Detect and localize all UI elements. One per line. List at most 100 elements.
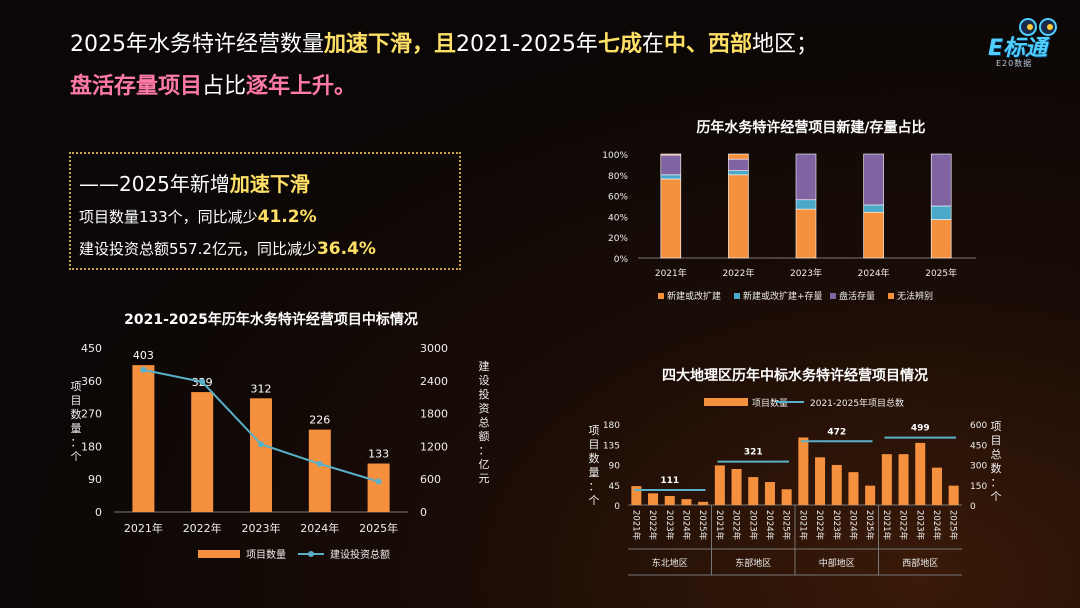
bar — [865, 485, 876, 505]
headline-seg: 盘活存量项目 — [70, 74, 203, 99]
y-tick: 80% — [608, 172, 628, 182]
legend-swatch — [734, 293, 740, 299]
line-point — [375, 478, 382, 485]
bar — [250, 398, 272, 512]
legend-label: 建设投资总额 — [330, 548, 390, 561]
y-tick-right: 300 — [970, 462, 987, 472]
legend-label: 无法辨别 — [897, 290, 933, 302]
x-tick-label: 2025年 — [864, 510, 875, 541]
x-tick-label: 2023年 — [914, 510, 925, 541]
y-tick-left: 180 — [81, 440, 102, 453]
bar — [798, 437, 809, 505]
bar — [664, 496, 675, 505]
y-tick: 20% — [608, 234, 628, 244]
y-tick-left: 0 — [95, 506, 102, 519]
logo-text: E标通 — [988, 36, 1048, 61]
stacked-segment — [728, 153, 749, 160]
legend-swatch — [830, 293, 836, 299]
x-tick-label: 2021年 — [797, 510, 808, 541]
logo-eyes-icon — [1019, 18, 1057, 36]
e20-logo: E标通 E20数据 — [986, 18, 1060, 74]
line-point — [258, 441, 264, 448]
legend-swatch — [658, 293, 664, 299]
headline-seg: 2021-2025年 — [456, 32, 598, 57]
summary-title-prefix: ——2025年新增 — [79, 172, 230, 196]
x-tick-label: 2023年 — [790, 267, 822, 279]
y-tick: 0% — [614, 255, 629, 265]
bar — [748, 477, 759, 505]
y-tick-left: 45 — [609, 482, 620, 492]
bar-data-label: 226 — [309, 414, 330, 427]
y-tick: 40% — [608, 213, 628, 223]
y-axis-label-right: 建设投资总额：亿元 — [479, 359, 490, 485]
headline-seg: 2025年水务特许经营数量 — [70, 32, 324, 57]
bar — [764, 482, 775, 505]
stacked-segment — [728, 158, 749, 171]
headline-seg: 七成 — [597, 32, 642, 57]
bar — [881, 454, 892, 505]
legend-swatch-bar — [704, 398, 748, 406]
stacked-segment — [930, 153, 952, 207]
line-point — [199, 378, 206, 385]
x-tick-label: 2022年 — [731, 510, 742, 541]
x-tick-label: 2024年 — [680, 510, 691, 541]
legend-label: 项目数量 — [752, 397, 788, 409]
x-tick-label: 2022年 — [814, 510, 825, 541]
stacked-segment — [660, 174, 682, 180]
x-tick-label: 2025年 — [925, 267, 957, 279]
stacked-segment — [930, 205, 952, 220]
bar — [631, 486, 642, 505]
x-tick-label: 2021年 — [714, 510, 725, 541]
x-tick-label: 2025年 — [359, 521, 398, 535]
y-tick-left: 135 — [603, 441, 620, 451]
x-tick-label: 2023年 — [242, 521, 281, 535]
x-tick-label: 2021年 — [655, 267, 687, 279]
headline-seg: 在 — [641, 32, 664, 57]
y-tick-right: 0 — [420, 506, 427, 519]
x-tick-label: 2024年 — [847, 510, 858, 541]
bar — [815, 457, 826, 505]
y-tick-left: 90 — [88, 473, 102, 486]
chart-title: 历年水务特许经营项目新建/存量占比 — [696, 119, 925, 136]
y-tick-right: 0 — [970, 502, 976, 512]
bar — [698, 501, 709, 505]
group-label: 中部地区 — [819, 557, 855, 569]
total-label: 472 — [827, 427, 846, 437]
stacked-segment — [795, 199, 817, 210]
bar-data-label: 403 — [133, 349, 154, 362]
legend-swatch-bar — [198, 550, 240, 558]
headline-seg: 地区； — [751, 32, 818, 57]
headline-line-2: 盘活存量项目占比逐年上升。 — [70, 68, 356, 100]
line-point — [140, 366, 147, 373]
bar — [308, 429, 331, 512]
y-tick-left: 90 — [609, 462, 621, 472]
bid-chart: 2021-2025年历年水务特许经营项目中标情况 0 90 180 270 360 450 0… — [71, 311, 490, 561]
x-tick-label: 2022年 — [183, 521, 222, 535]
y-tick-right: 2400 — [420, 375, 448, 388]
logo-subtext: E20数据 — [996, 59, 1033, 68]
total-label: 499 — [911, 424, 930, 434]
total-label: 111 — [660, 476, 679, 486]
stacked-segment — [660, 178, 682, 259]
stacked-segment — [660, 154, 682, 176]
bar — [367, 463, 390, 512]
bar — [714, 465, 725, 505]
y-tick: 60% — [608, 193, 628, 203]
summary-box: ——2025年新增加速下滑 项目数量133个，同比减少41.2% 建设投资总额5… — [69, 152, 461, 270]
chart-title: 2021-2025年历年水务特许经营项目中标情况 — [124, 311, 418, 328]
y-tick-left: 450 — [81, 342, 102, 355]
chart-title: 四大地理区历年中标水务特许经营项目情况 — [662, 367, 928, 384]
x-tick-label: 2025年 — [781, 510, 792, 541]
headline-seg: 中、西部 — [663, 32, 752, 57]
bar — [831, 464, 842, 505]
y-axis-label-left: 项目数量：个 — [589, 424, 600, 507]
total-label: 321 — [744, 448, 763, 458]
bar — [191, 392, 214, 512]
legend-label: 2021-2025年项目总数 — [810, 397, 904, 409]
y-tick-right: 450 — [970, 441, 987, 451]
summary-line-prefix: 建设投资总额557.2亿元，同比减少 — [79, 240, 317, 258]
legend-label: 新建或改扩建+存量 — [743, 290, 823, 302]
y-tick-left: 180 — [603, 421, 620, 431]
summary-title-highlight: 加速下滑 — [229, 172, 310, 196]
